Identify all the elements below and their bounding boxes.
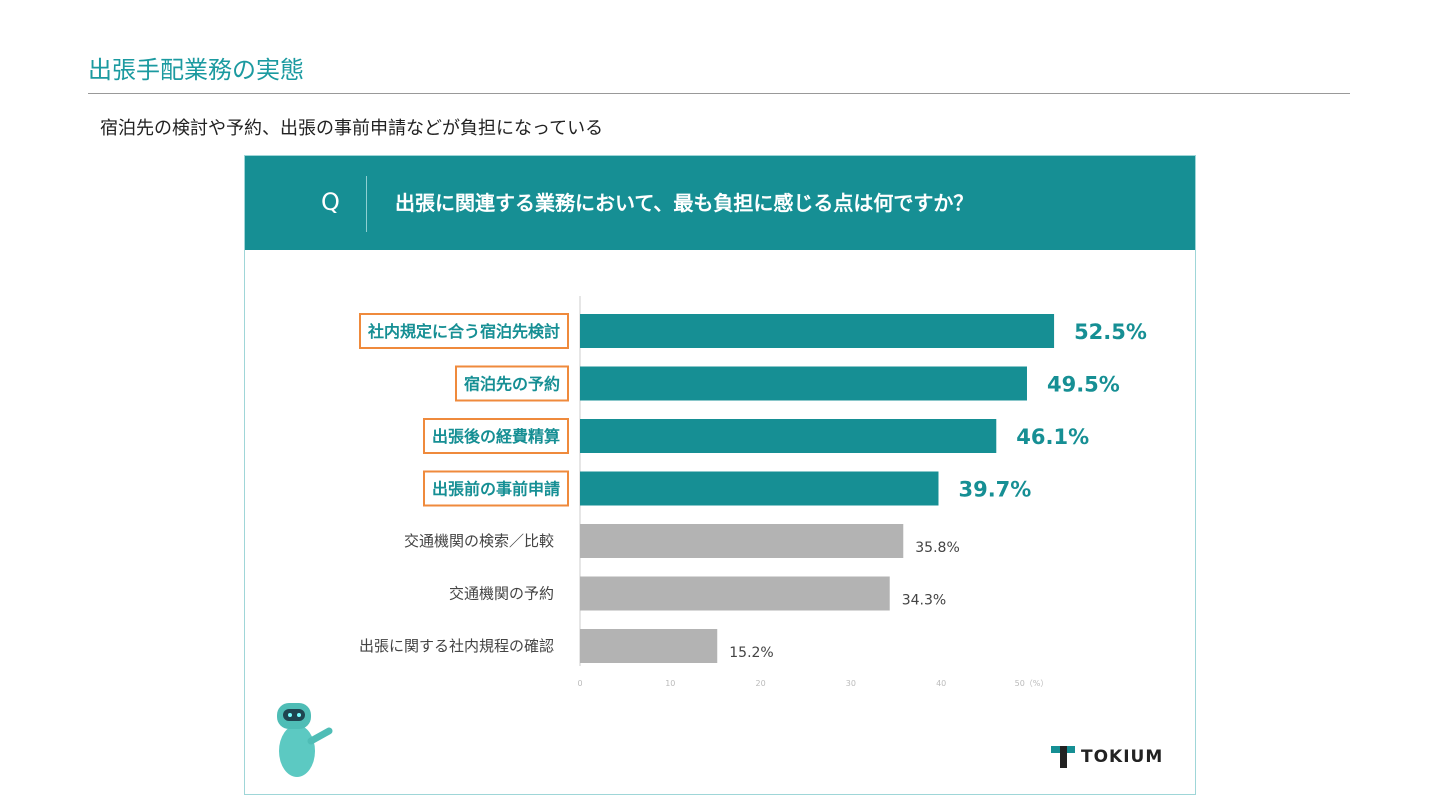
- category-label: 交通機関の予約: [449, 585, 554, 603]
- value-label: 39.7%: [958, 478, 1031, 502]
- tokium-logo-icon: [1051, 746, 1075, 768]
- category-label: 交通機関の検索／比較: [404, 532, 554, 550]
- bar: [580, 576, 890, 611]
- x-tick-label: 10: [665, 679, 675, 688]
- bar: [580, 314, 1055, 348]
- category-highlight-box: [423, 470, 569, 507]
- x-tick-label: 0: [577, 679, 582, 688]
- title-divider: [88, 93, 1350, 94]
- page-subtitle: 宿泊先の検討や予約、出張の事前申請などが負担になっている: [100, 118, 604, 139]
- value-label: 35.8%: [915, 540, 959, 556]
- bar: [580, 419, 997, 453]
- category-label: 出張前の事前申請: [432, 480, 560, 499]
- value-label: 46.1%: [1016, 425, 1089, 449]
- category-highlight-box: [359, 313, 569, 349]
- value-label: 49.5%: [1047, 373, 1120, 397]
- value-label: 52.5%: [1074, 320, 1147, 344]
- x-tick-label: 40: [936, 679, 946, 688]
- value-label: 34.3%: [902, 593, 946, 609]
- bar: [580, 366, 1027, 401]
- x-tick-label: 30: [846, 679, 856, 688]
- x-tick-label: 20: [756, 679, 766, 688]
- question-mark-label: Q: [321, 188, 340, 216]
- robot-mascot-icon: [277, 703, 333, 777]
- category-highlight-box: [455, 365, 569, 402]
- category-label: 出張に関する社内規程の確認: [359, 637, 554, 655]
- brand-name: TOKIUM: [1081, 747, 1164, 767]
- bar: [580, 629, 718, 663]
- page-title: 出張手配業務の実態: [88, 56, 304, 84]
- survey-card: Q 出張に関連する業務において、最も負担に感じる点は何ですか？ 0 10 20 30 4…: [244, 155, 1196, 795]
- value-label: 15.2%: [729, 645, 773, 661]
- category-highlight-box: [423, 418, 569, 454]
- category-label: 社内規定に合う宿泊先検討: [367, 322, 560, 341]
- x-tick-label: 50（%）: [1015, 679, 1049, 688]
- bar-chart: 0 10 20 30 40 50（%） 社内規定に合う宿泊先検討 52.5% 宿泊先の予約 49.…: [359, 296, 1147, 688]
- category-label: 宿泊先の予約: [464, 375, 560, 394]
- bar: [580, 524, 904, 558]
- question-header: Q 出張に関連する業務において、最も負担に感じる点は何ですか？: [245, 156, 1195, 250]
- question-text: 出張に関連する業務において、最も負担に感じる点は何ですか？: [395, 191, 974, 215]
- header-separator: [366, 176, 367, 232]
- category-label: 出張後の経費精算: [432, 427, 560, 446]
- bar: [580, 471, 939, 506]
- tokium-logo: TOKIUM: [1051, 746, 1163, 768]
